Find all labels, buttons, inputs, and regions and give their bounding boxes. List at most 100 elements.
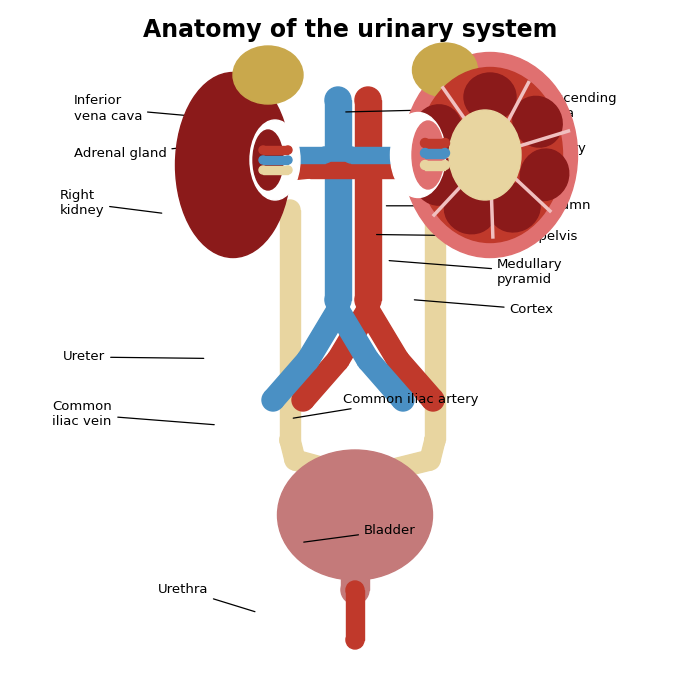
Circle shape <box>420 450 440 470</box>
Circle shape <box>452 147 468 163</box>
Text: Adrenal gland: Adrenal gland <box>74 144 214 160</box>
Circle shape <box>357 299 379 321</box>
Circle shape <box>355 87 381 113</box>
Polygon shape <box>425 160 445 169</box>
Circle shape <box>284 156 292 164</box>
Circle shape <box>482 167 498 183</box>
Polygon shape <box>454 162 491 183</box>
Ellipse shape <box>233 46 303 104</box>
Polygon shape <box>355 100 381 300</box>
Circle shape <box>280 200 300 220</box>
Circle shape <box>259 156 267 164</box>
Text: Descending
aorta: Descending aorta <box>346 92 617 120</box>
Text: Renal artery: Renal artery <box>388 142 586 155</box>
Circle shape <box>302 162 318 178</box>
Polygon shape <box>425 148 445 158</box>
Polygon shape <box>263 146 288 154</box>
Polygon shape <box>358 304 407 365</box>
Text: Bladder: Bladder <box>304 524 416 542</box>
Polygon shape <box>425 210 445 440</box>
Circle shape <box>325 287 351 313</box>
Text: Renal column: Renal column <box>386 199 591 212</box>
Text: Common iliac artery: Common iliac artery <box>293 393 479 418</box>
Text: Ureter: Ureter <box>63 351 204 363</box>
Polygon shape <box>310 162 355 178</box>
Circle shape <box>341 556 369 584</box>
Circle shape <box>421 148 430 158</box>
Circle shape <box>285 450 305 470</box>
Circle shape <box>252 167 268 183</box>
Text: Anatomy of the urinary system: Anatomy of the urinary system <box>143 18 557 42</box>
Circle shape <box>357 299 379 321</box>
Polygon shape <box>351 147 460 163</box>
Circle shape <box>343 147 359 163</box>
Ellipse shape <box>520 149 568 201</box>
Polygon shape <box>390 353 441 407</box>
Ellipse shape <box>489 183 540 232</box>
Circle shape <box>292 389 314 411</box>
Circle shape <box>440 160 449 169</box>
Circle shape <box>357 349 379 371</box>
Circle shape <box>341 576 369 604</box>
Text: Urethra: Urethra <box>158 583 255 612</box>
Text: Common
iliac vein: Common iliac vein <box>52 400 214 428</box>
Polygon shape <box>299 304 347 365</box>
Ellipse shape <box>513 97 562 147</box>
Circle shape <box>422 389 444 411</box>
Circle shape <box>280 430 300 450</box>
Circle shape <box>259 166 267 174</box>
Circle shape <box>447 162 463 178</box>
Circle shape <box>247 152 263 168</box>
Polygon shape <box>425 139 445 148</box>
Polygon shape <box>360 353 412 407</box>
Circle shape <box>440 148 449 158</box>
Circle shape <box>421 139 430 148</box>
Polygon shape <box>290 147 325 163</box>
Ellipse shape <box>417 67 563 242</box>
Circle shape <box>346 581 364 599</box>
Text: Medullary
pyramid: Medullary pyramid <box>389 258 563 286</box>
Circle shape <box>392 389 414 411</box>
Circle shape <box>282 147 298 163</box>
Ellipse shape <box>250 120 300 200</box>
Circle shape <box>327 349 349 371</box>
Circle shape <box>259 146 267 154</box>
Circle shape <box>440 139 449 148</box>
Ellipse shape <box>412 43 477 97</box>
Polygon shape <box>254 147 291 168</box>
Circle shape <box>317 147 333 163</box>
Circle shape <box>284 166 292 174</box>
Polygon shape <box>458 147 491 168</box>
Circle shape <box>425 430 445 450</box>
Text: Cortex: Cortex <box>414 300 554 316</box>
Circle shape <box>325 87 351 113</box>
Polygon shape <box>346 590 364 640</box>
Circle shape <box>347 162 363 178</box>
Ellipse shape <box>413 105 462 156</box>
Polygon shape <box>265 353 316 407</box>
Polygon shape <box>280 438 304 463</box>
Circle shape <box>346 631 364 649</box>
Polygon shape <box>263 156 288 164</box>
Ellipse shape <box>444 186 496 234</box>
Circle shape <box>327 299 349 321</box>
Text: Inferior
vena cava: Inferior vena cava <box>74 94 239 122</box>
Circle shape <box>327 299 349 321</box>
Ellipse shape <box>253 130 283 190</box>
Circle shape <box>425 430 445 450</box>
Text: Renal vein: Renal vein <box>386 170 574 183</box>
Text: Right
kidney: Right kidney <box>60 189 162 217</box>
Polygon shape <box>259 162 311 183</box>
Circle shape <box>373 162 389 178</box>
Polygon shape <box>295 353 346 407</box>
Circle shape <box>280 430 300 450</box>
Ellipse shape <box>176 73 290 258</box>
Circle shape <box>387 349 409 371</box>
Polygon shape <box>368 450 433 484</box>
Circle shape <box>297 349 319 371</box>
Polygon shape <box>341 570 369 590</box>
Circle shape <box>482 152 498 168</box>
Ellipse shape <box>413 154 462 205</box>
Circle shape <box>340 465 360 485</box>
Polygon shape <box>325 100 351 300</box>
